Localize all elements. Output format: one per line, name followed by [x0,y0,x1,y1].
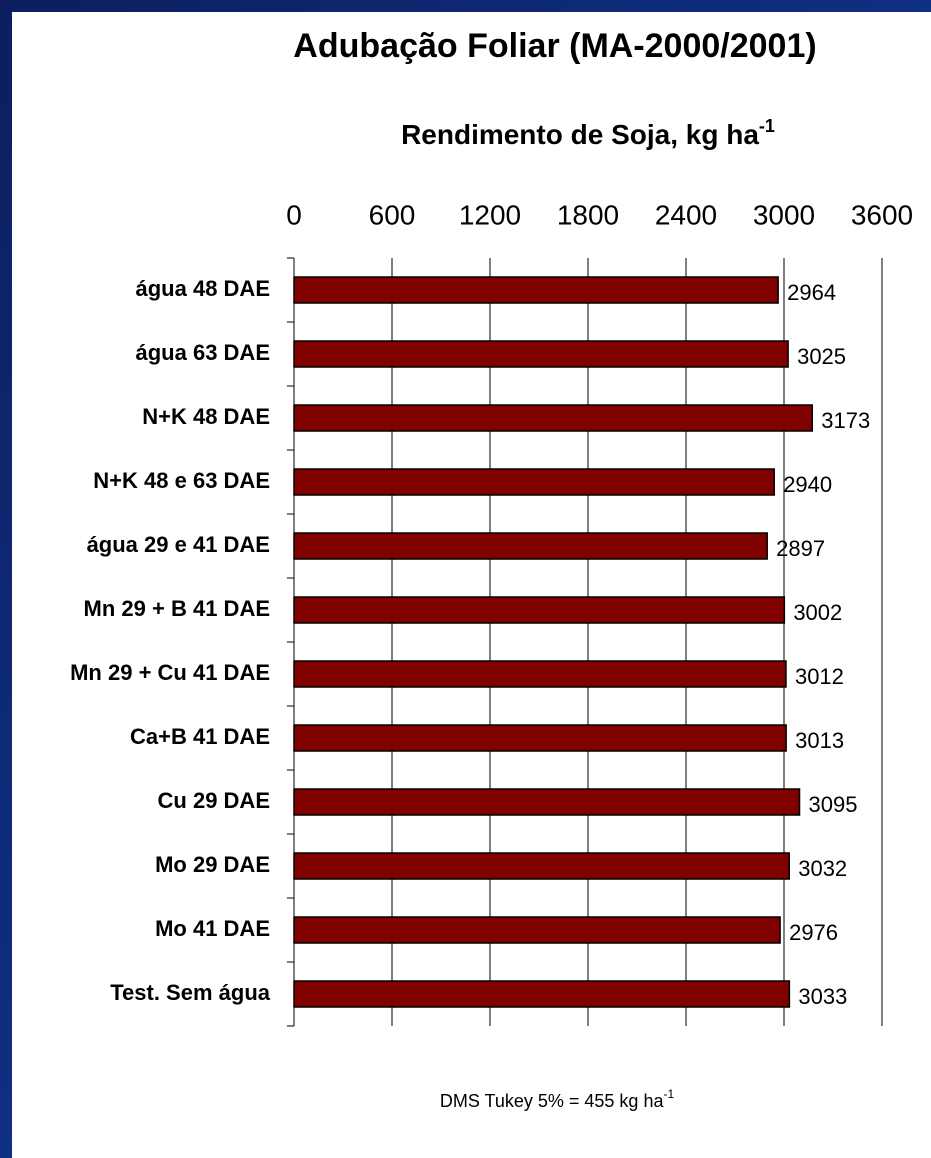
x-tick-label: 0 [286,199,302,230]
value-label: 3032 [798,856,847,881]
footnote-text: DMS Tukey 5% = 455 kg ha [440,1091,665,1111]
axis-title-sup: -1 [759,116,775,136]
bar [293,916,781,944]
y-tick-label: Test. Sem água [110,980,271,1005]
bar [293,340,789,368]
footnote-sup: -1 [663,1087,674,1101]
x-tick-label: 3000 [753,199,815,230]
bar [293,660,787,688]
bar [293,468,775,496]
y-tick-label: Cu 29 DAE [158,788,270,813]
value-label: 3033 [798,984,847,1009]
y-tick-label: água 29 e 41 DAE [87,532,270,557]
bar [293,276,779,304]
chart-title: Adubação Foliar (MA-2000/2001) [293,27,816,65]
x-tick-label: 1200 [459,199,521,230]
y-tick-label: N+K 48 DAE [142,404,270,429]
value-label: 2940 [783,472,832,497]
bar [293,788,801,816]
x-tick-label: 2400 [655,199,717,230]
value-label: 2897 [776,536,825,561]
bar [293,532,768,560]
axis-title: Rendimento de Soja, kg ha-1 [401,116,775,151]
value-label: 3173 [821,408,870,433]
y-tick-label: Ca+B 41 DAE [130,724,270,749]
bar [293,404,814,432]
y-tick-label: água 48 DAE [136,276,271,301]
y-tick-label: Mn 29 + B 41 DAE [84,596,270,621]
y-tick-label: Mo 29 DAE [155,852,270,877]
y-tick-label: água 63 DAE [136,340,271,365]
y-tick-label: Mo 41 DAE [155,916,270,941]
value-label: 2976 [789,920,838,945]
bar [293,724,787,752]
value-label: 3095 [809,792,858,817]
panel [12,12,931,1158]
y-tick-label: N+K 48 e 63 DAE [93,468,270,493]
value-label: 2964 [787,280,836,305]
value-label: 3013 [795,728,844,753]
value-label: 3012 [795,664,844,689]
footnote: DMS Tukey 5% = 455 kg ha-1 [440,1087,675,1111]
x-tick-label: 600 [369,199,416,230]
axis-title-text: Rendimento de Soja, kg ha [401,119,759,150]
value-label: 3025 [797,344,846,369]
x-tick-label: 3600 [851,199,913,230]
bar [293,596,786,624]
x-tick-label: 1800 [557,199,619,230]
y-tick-label: Mn 29 + Cu 41 DAE [70,660,270,685]
bar [293,980,791,1008]
bar [293,852,790,880]
value-label: 3002 [793,600,842,625]
